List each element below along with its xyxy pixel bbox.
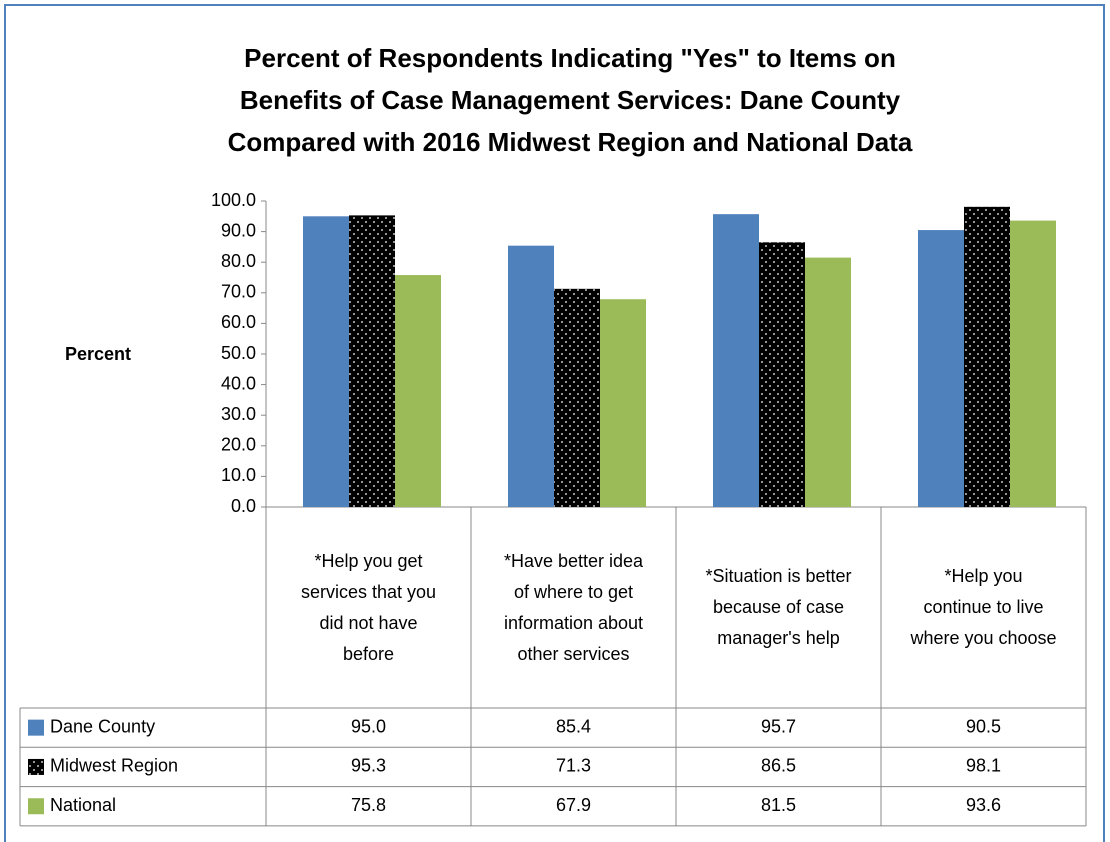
table-value: 90.5 bbox=[966, 716, 1001, 736]
table-value: 98.1 bbox=[966, 756, 1001, 776]
x-tick-label: *Situation is better because of case man… bbox=[705, 566, 852, 648]
table-value: 67.9 bbox=[556, 795, 591, 815]
table-value: 81.5 bbox=[761, 795, 796, 815]
chart-title: Benefits of Case Management Services: Da… bbox=[240, 85, 901, 115]
table-value: 71.3 bbox=[556, 756, 591, 776]
table-value: 86.5 bbox=[761, 756, 796, 776]
y-tick-label: 60.0 bbox=[221, 312, 256, 332]
bar bbox=[805, 257, 851, 507]
chart-title: Percent of Respondents Indicating "Yes" … bbox=[244, 43, 896, 73]
y-tick-label: 80.0 bbox=[221, 251, 256, 271]
bar bbox=[759, 242, 805, 507]
y-tick-label: 40.0 bbox=[221, 373, 256, 393]
table-value: 93.6 bbox=[966, 795, 1001, 815]
legend-label: Dane County bbox=[50, 716, 155, 736]
x-category-cell: *Situation is better because of case man… bbox=[705, 566, 852, 648]
x-category-cell: *Have better idea of where to get inform… bbox=[503, 550, 644, 664]
table-value: 95.3 bbox=[351, 756, 386, 776]
x-tick-label: *Help you continue to live where you cho… bbox=[910, 566, 1057, 648]
legend-key bbox=[28, 758, 44, 775]
legend-label: Midwest Region bbox=[50, 756, 178, 776]
y-axis-label: Percent bbox=[65, 344, 131, 364]
table-value: 85.4 bbox=[556, 716, 591, 736]
bar bbox=[554, 288, 600, 507]
bar bbox=[964, 206, 1010, 507]
bar bbox=[918, 230, 964, 507]
bar bbox=[713, 214, 759, 507]
table-value: 95.0 bbox=[351, 716, 386, 736]
chart-title: Compared with 2016 Midwest Region and Na… bbox=[228, 127, 913, 157]
y-tick-label: 20.0 bbox=[221, 435, 256, 455]
table-value: 95.7 bbox=[761, 716, 796, 736]
bar bbox=[395, 275, 441, 507]
bar bbox=[349, 215, 395, 507]
legend-key bbox=[28, 719, 44, 736]
x-category-cell: *Help you continue to live where you cho… bbox=[910, 566, 1057, 648]
bar bbox=[1010, 220, 1056, 508]
x-tick-label: *Have better idea of where to get inform… bbox=[503, 550, 644, 664]
legend-label: National bbox=[50, 795, 116, 815]
x-tick-label: *Help you get services that you did not … bbox=[300, 550, 437, 664]
bar bbox=[508, 245, 554, 507]
y-tick-label: 30.0 bbox=[221, 404, 256, 424]
y-tick-label: 70.0 bbox=[221, 282, 256, 302]
y-tick-label: 90.0 bbox=[221, 220, 256, 240]
x-category-cell: *Help you get services that you did not … bbox=[300, 550, 437, 664]
y-tick-label: 50.0 bbox=[221, 343, 256, 363]
y-tick-label: 10.0 bbox=[221, 465, 256, 485]
y-tick-label: 0.0 bbox=[231, 496, 256, 516]
bar bbox=[600, 299, 646, 507]
y-tick-label: 100.0 bbox=[211, 190, 256, 210]
legend-key bbox=[28, 798, 44, 815]
bar bbox=[303, 216, 349, 508]
chart-border bbox=[4, 4, 1105, 842]
table-value: 75.8 bbox=[351, 795, 386, 815]
